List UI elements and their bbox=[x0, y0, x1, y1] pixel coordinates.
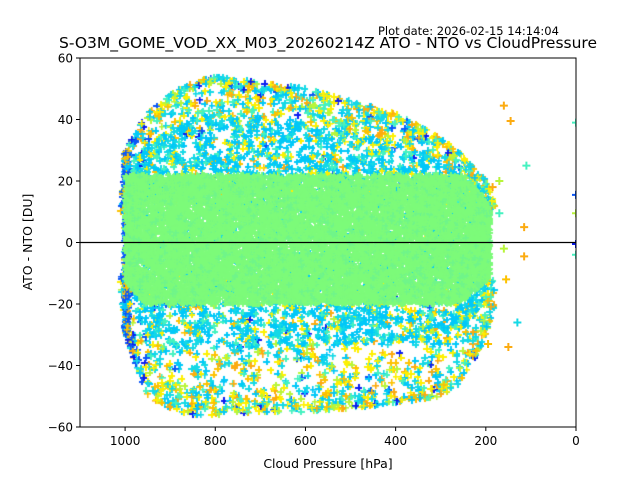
outlier-point bbox=[495, 177, 504, 185]
outlier-point bbox=[520, 252, 529, 261]
outlier-point bbox=[488, 183, 497, 192]
outlier-point bbox=[495, 209, 504, 218]
y-tick-label: 40 bbox=[58, 113, 73, 127]
y-tick-label: −20 bbox=[48, 298, 73, 312]
y-tick-label: 0 bbox=[65, 236, 73, 250]
outlier-point bbox=[499, 101, 508, 110]
outlier-point bbox=[520, 223, 529, 232]
y-tick-label: 60 bbox=[58, 52, 73, 66]
x-tick-label: 0 bbox=[572, 434, 580, 448]
y-tick-label: −60 bbox=[48, 421, 73, 435]
y-tick-label: 20 bbox=[58, 175, 73, 189]
outlier-point bbox=[484, 339, 493, 348]
outlier-point bbox=[522, 161, 531, 170]
outlier-point bbox=[572, 209, 576, 218]
outlier-point bbox=[572, 190, 576, 199]
x-tick-label: 800 bbox=[204, 434, 227, 448]
outlier-point bbox=[502, 275, 511, 284]
outlier-point bbox=[572, 240, 576, 249]
outlier-point bbox=[572, 250, 576, 259]
x-tick-label: 1000 bbox=[110, 434, 141, 448]
outlier-point bbox=[504, 343, 513, 352]
y-axis: 60 40 20 0 −20 −40 −60 bbox=[48, 52, 80, 435]
outlier-point bbox=[506, 117, 515, 126]
outlier-point bbox=[499, 244, 508, 253]
x-axis-label: Cloud Pressure [hPa] bbox=[263, 456, 392, 471]
x-tick-label: 200 bbox=[474, 434, 497, 448]
y-tick-label: −40 bbox=[48, 359, 73, 373]
outlier-point bbox=[513, 318, 522, 327]
x-tick-label: 400 bbox=[384, 434, 407, 448]
x-tick-label: 600 bbox=[294, 434, 317, 448]
plot-date: Plot date: 2026-02-15 14:14:04 bbox=[378, 24, 559, 38]
outlier-point bbox=[572, 118, 576, 127]
x-axis: 1000 800 600 400 200 0 bbox=[110, 427, 580, 448]
outlier-points bbox=[484, 101, 576, 352]
chart-title: S-O3M_GOME_VOD_XX_M03_20260214Z ATO - NT… bbox=[58, 34, 597, 52]
y-axis-label: ATO - NTO [DU] bbox=[20, 194, 35, 291]
